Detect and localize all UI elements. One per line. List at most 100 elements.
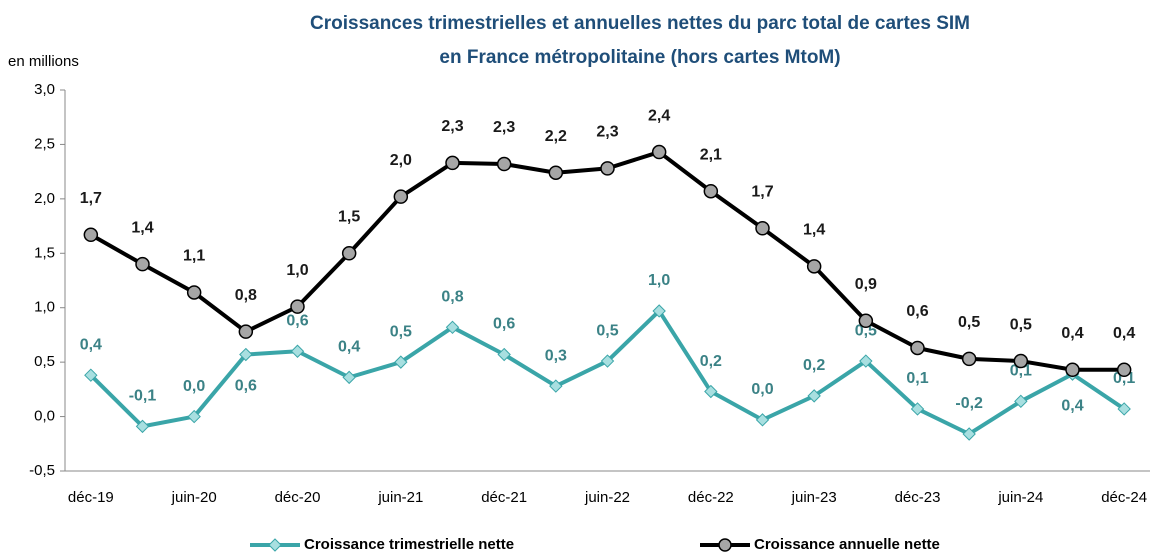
data-label: 2,2 bbox=[545, 128, 567, 145]
data-label: 0,3 bbox=[545, 347, 567, 364]
data-point bbox=[548, 165, 564, 180]
y-tick-label: 0,0 bbox=[34, 408, 55, 425]
data-point bbox=[187, 409, 201, 424]
data-label: 1,0 bbox=[648, 272, 670, 289]
y-axis-label: en millions bbox=[8, 53, 79, 70]
y-tick-label: -0,5 bbox=[29, 462, 55, 479]
data-point bbox=[445, 155, 460, 171]
data-point bbox=[84, 368, 98, 382]
data-point bbox=[497, 347, 511, 362]
data-point bbox=[186, 285, 202, 300]
data-point bbox=[962, 427, 976, 441]
data-point bbox=[703, 183, 719, 199]
data-point bbox=[394, 355, 408, 369]
data-point bbox=[600, 354, 615, 368]
data-label: 0,0 bbox=[183, 378, 205, 395]
y-tick-label: 2,5 bbox=[34, 135, 55, 152]
y-tick-label: 3,0 bbox=[34, 81, 55, 98]
y-tick-label: 1,0 bbox=[34, 299, 55, 316]
data-point bbox=[496, 156, 512, 172]
data-label: 1,5 bbox=[338, 209, 360, 226]
data-label: 1,4 bbox=[803, 222, 825, 239]
data-point bbox=[704, 384, 718, 399]
data-label: 0,4 bbox=[338, 339, 360, 356]
data-label: 0,6 bbox=[493, 316, 515, 333]
data-point bbox=[445, 320, 460, 335]
data-label: 0,2 bbox=[803, 357, 825, 374]
x-tick-label: juin-24 bbox=[997, 489, 1043, 506]
data-label: 2,4 bbox=[648, 107, 670, 124]
data-label: 0,1 bbox=[1010, 363, 1032, 380]
legend-marker bbox=[268, 538, 282, 552]
data-label: 0,5 bbox=[390, 323, 412, 340]
data-point bbox=[806, 259, 822, 274]
data-point bbox=[290, 344, 305, 358]
x-tick-label: déc-22 bbox=[688, 489, 734, 506]
data-label: 0,8 bbox=[441, 289, 463, 306]
data-point bbox=[135, 419, 150, 434]
y-tick-label: 1,5 bbox=[34, 244, 55, 261]
x-tick-label: déc-23 bbox=[895, 489, 941, 506]
data-point bbox=[1013, 353, 1029, 369]
data-label: 0,5 bbox=[958, 314, 980, 331]
data-label: 0,5 bbox=[1010, 316, 1032, 333]
data-point bbox=[238, 324, 254, 339]
y-tick-label: 0,5 bbox=[34, 353, 55, 370]
data-point bbox=[135, 256, 150, 272]
data-label: 2,3 bbox=[596, 124, 618, 141]
data-label: 0,0 bbox=[751, 381, 773, 398]
data-label: 0,9 bbox=[855, 276, 877, 293]
data-point bbox=[807, 389, 821, 403]
data-point bbox=[910, 402, 925, 416]
data-label: 0,1 bbox=[906, 370, 928, 387]
data-label: 2,3 bbox=[493, 119, 515, 136]
chart-title: en France métropolitaine (hors cartes Mt… bbox=[439, 47, 840, 68]
data-label: 0,8 bbox=[235, 287, 257, 304]
legend-marker bbox=[718, 538, 732, 552]
data-label: 2,3 bbox=[441, 118, 463, 135]
x-tick-label: déc-21 bbox=[481, 489, 527, 506]
data-label: 0,2 bbox=[700, 353, 722, 370]
data-point bbox=[652, 304, 666, 318]
data-label: 1,7 bbox=[751, 183, 773, 200]
legend-label: Croissance annuelle nette bbox=[754, 536, 940, 553]
x-tick-label: déc-19 bbox=[68, 489, 114, 506]
data-label: 0,6 bbox=[906, 303, 928, 320]
x-tick-label: juin-23 bbox=[791, 489, 837, 506]
data-point bbox=[755, 220, 770, 236]
data-label: 0,4 bbox=[80, 336, 102, 353]
data-point bbox=[549, 379, 563, 393]
data-point bbox=[910, 340, 925, 356]
data-point bbox=[1116, 362, 1132, 378]
data-label: 1,1 bbox=[183, 248, 205, 265]
data-label: 0,6 bbox=[286, 312, 308, 329]
data-label: 1,7 bbox=[80, 190, 102, 207]
data-point bbox=[1014, 394, 1028, 409]
data-label: 0,5 bbox=[855, 322, 877, 339]
data-point bbox=[1065, 362, 1080, 378]
x-tick-label: déc-24 bbox=[1101, 489, 1147, 506]
data-label: 0,4 bbox=[1061, 397, 1083, 414]
data-point bbox=[755, 413, 770, 427]
data-label: 0,4 bbox=[1113, 325, 1135, 342]
x-tick-label: juin-20 bbox=[171, 489, 217, 506]
data-label: 2,0 bbox=[390, 152, 412, 169]
data-point bbox=[600, 161, 615, 176]
data-point bbox=[342, 370, 356, 385]
data-point bbox=[961, 351, 977, 367]
data-point bbox=[83, 227, 99, 243]
data-point bbox=[858, 313, 874, 329]
x-tick-label: juin-22 bbox=[584, 489, 630, 506]
data-label: 0,5 bbox=[596, 322, 618, 339]
data-point bbox=[341, 246, 357, 261]
data-point bbox=[290, 299, 305, 314]
data-point bbox=[1117, 402, 1131, 416]
data-point bbox=[393, 189, 409, 204]
data-label: -0,1 bbox=[129, 388, 157, 405]
data-point bbox=[651, 144, 667, 160]
data-point bbox=[239, 347, 253, 362]
data-point bbox=[859, 354, 873, 368]
y-tick-label: 2,0 bbox=[34, 190, 55, 207]
legend-label: Croissance trimestrielle nette bbox=[304, 536, 514, 553]
